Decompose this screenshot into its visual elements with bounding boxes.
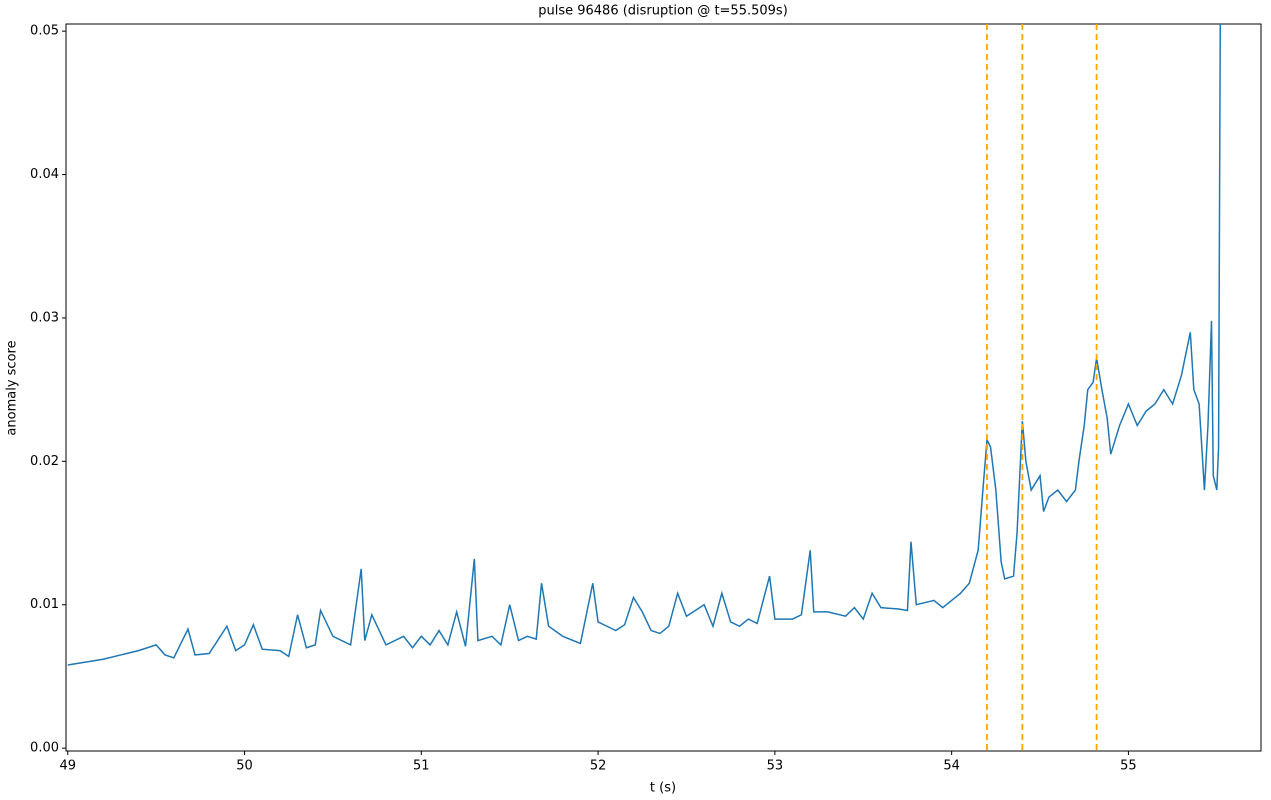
chart-title: pulse 96486 (disruption @ t=55.509s)	[538, 4, 788, 19]
x-tick-label: 52	[590, 759, 607, 774]
x-tick-label: 51	[413, 759, 430, 774]
y-tick-label: 0.03	[30, 310, 59, 325]
y-tick-label: 0.01	[30, 597, 59, 612]
y-axis-label: anomaly score	[5, 340, 20, 435]
plot-frame	[65, 23, 1262, 752]
x-axis-label: t (s)	[650, 781, 676, 796]
x-tick-label: 55	[1120, 759, 1137, 774]
y-tick-label: 0.02	[30, 454, 59, 469]
x-tick-label: 53	[767, 759, 784, 774]
y-tick-label: 0.05	[30, 24, 59, 39]
y-tick-label: 0.00	[30, 741, 59, 756]
x-tick-label: 49	[59, 759, 76, 774]
x-tick-label: 54	[943, 759, 960, 774]
plot-area	[67, 24, 1222, 751]
x-tick-label: 50	[236, 759, 253, 774]
data-line	[67, 24, 1222, 666]
y-tick-label: 0.04	[30, 167, 59, 182]
